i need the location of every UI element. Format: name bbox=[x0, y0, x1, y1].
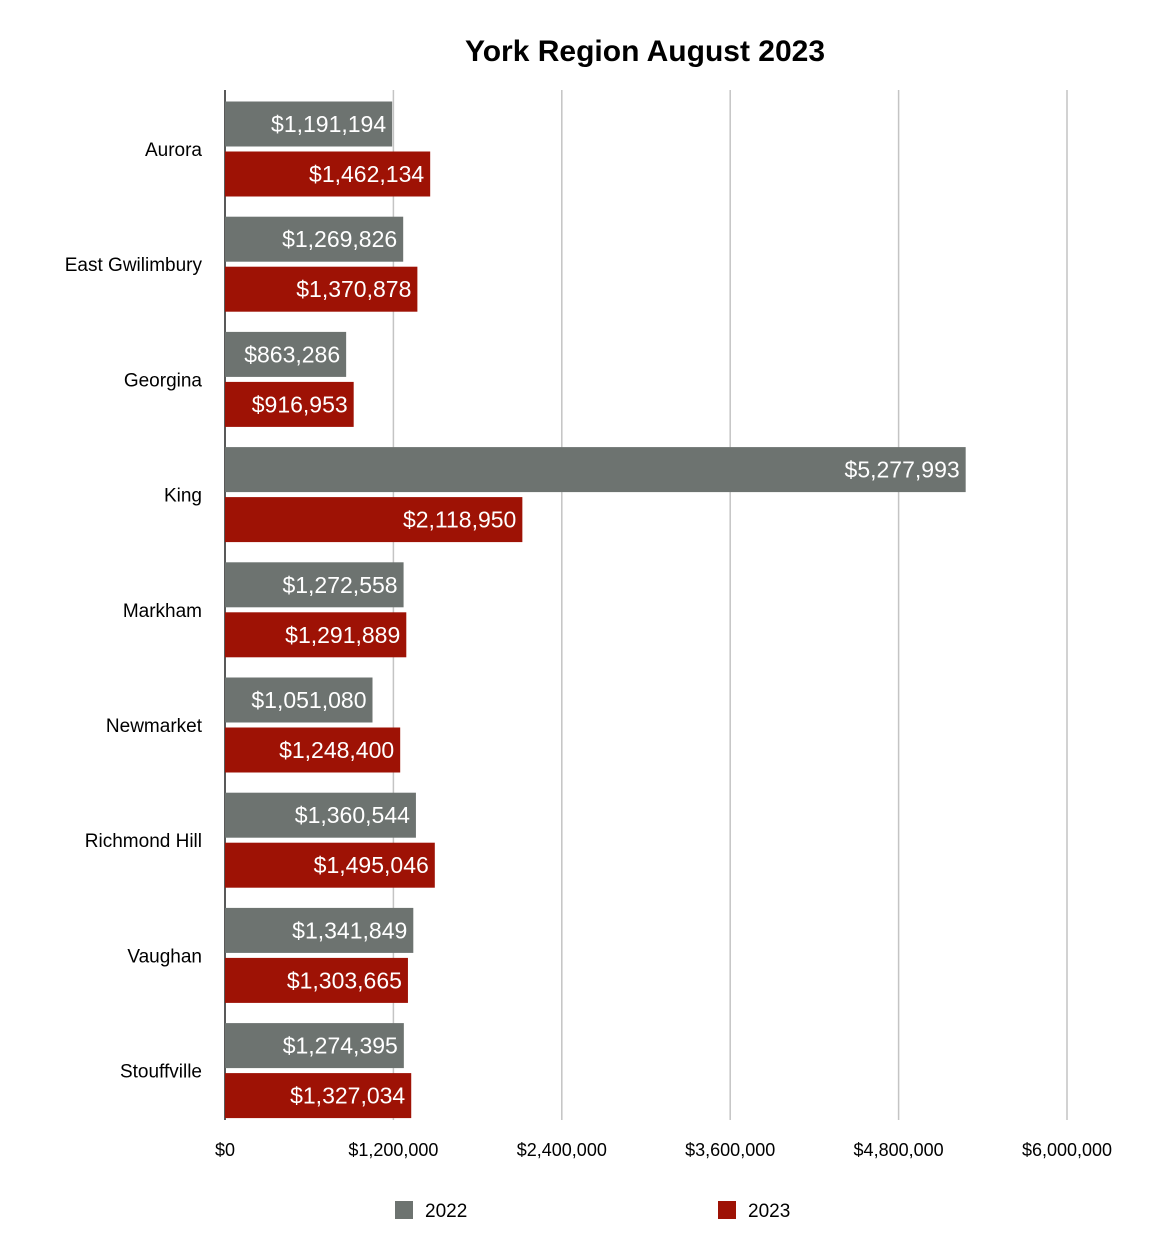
data-label: $1,248,400 bbox=[279, 737, 394, 763]
data-label: $916,953 bbox=[252, 391, 348, 417]
bar-2023 bbox=[225, 151, 431, 197]
bar-2022 bbox=[225, 1023, 404, 1069]
bar-2022 bbox=[225, 101, 393, 147]
bar-2022 bbox=[225, 562, 404, 608]
data-label: $1,327,034 bbox=[290, 1083, 405, 1109]
category-label: Vaughan bbox=[127, 946, 202, 967]
bar-2022 bbox=[225, 331, 347, 377]
category-label: East Gwilimbury bbox=[65, 255, 203, 276]
x-tick-label: $4,800,000 bbox=[854, 1140, 944, 1160]
bar-2022 bbox=[225, 447, 966, 493]
x-tick-label: $3,600,000 bbox=[685, 1140, 775, 1160]
data-label: $863,286 bbox=[244, 341, 340, 367]
category-labels: Aurora East Gwilimbury Georgina King Markham… bbox=[65, 140, 203, 1083]
data-label: $1,370,878 bbox=[296, 276, 411, 302]
bars: $1,191,194 $1,462,134 $1,269,826 $1,370,878… bbox=[225, 101, 966, 1119]
bar-2023 bbox=[225, 381, 354, 427]
category-label: Newmarket bbox=[106, 716, 203, 737]
legend-swatch bbox=[718, 1201, 736, 1219]
legend: 2022 2023 bbox=[395, 1201, 790, 1222]
category-label: Richmond Hill bbox=[85, 831, 202, 852]
data-label: $1,360,544 bbox=[295, 802, 410, 828]
legend-label: 2022 bbox=[425, 1201, 467, 1222]
bar-2023 bbox=[225, 727, 401, 773]
category-label: Aurora bbox=[145, 140, 202, 161]
data-label: $2,118,950 bbox=[403, 507, 516, 533]
legend-swatch bbox=[395, 1201, 413, 1219]
legend-label: 2023 bbox=[748, 1201, 790, 1222]
data-label: $1,051,080 bbox=[251, 687, 366, 713]
data-label: $1,462,134 bbox=[309, 161, 424, 187]
bar-2023 bbox=[225, 842, 435, 888]
data-label: $1,272,558 bbox=[282, 572, 397, 598]
x-tick-label: $1,200,000 bbox=[348, 1140, 438, 1160]
bar-2023 bbox=[225, 497, 523, 543]
category-label: Georgina bbox=[124, 370, 203, 391]
bar-2023 bbox=[225, 612, 407, 658]
x-tick-label: $2,400,000 bbox=[517, 1140, 607, 1160]
x-tick-label: $0 bbox=[215, 1140, 235, 1160]
data-label: $1,269,826 bbox=[282, 226, 397, 252]
data-label: $1,303,665 bbox=[287, 967, 402, 993]
category-label: Stouffville bbox=[120, 1062, 202, 1083]
bar-2022 bbox=[225, 216, 404, 262]
data-label: $5,277,993 bbox=[845, 457, 960, 483]
category-label: Markham bbox=[123, 601, 202, 622]
chart-title: York Region August 2023 bbox=[465, 35, 825, 68]
x-tick-label: $6,000,000 bbox=[1022, 1140, 1112, 1160]
bar-2023 bbox=[225, 957, 408, 1003]
bar-2023 bbox=[225, 1073, 412, 1119]
bar-2023 bbox=[225, 266, 418, 312]
category-label: King bbox=[164, 486, 202, 507]
data-label: $1,291,889 bbox=[285, 622, 400, 648]
data-label: $1,495,046 bbox=[314, 852, 429, 878]
bar-2022 bbox=[225, 792, 416, 838]
x-axis-ticks: $0 $1,200,000 $2,400,000 $3,600,000 $4,800,0… bbox=[215, 1140, 1112, 1160]
bar-2022 bbox=[225, 677, 373, 723]
data-label: $1,341,849 bbox=[292, 917, 407, 943]
data-label: $1,191,194 bbox=[271, 111, 386, 137]
data-label: $1,274,395 bbox=[283, 1033, 398, 1059]
bar-2022 bbox=[225, 907, 414, 953]
